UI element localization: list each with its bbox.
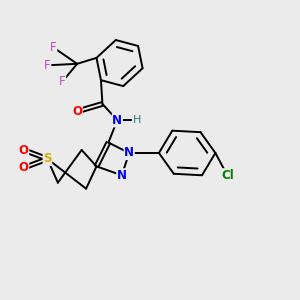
Text: F: F [50,41,57,54]
Text: N: N [112,114,122,127]
Text: F: F [44,59,51,72]
Text: O: O [19,143,29,157]
Text: H: H [132,115,141,125]
Text: O: O [72,105,82,118]
Text: N: N [117,169,127,182]
Text: O: O [19,161,29,174]
Text: S: S [43,152,52,165]
Text: N: N [124,146,134,160]
Text: Cl: Cl [221,169,234,182]
Text: F: F [59,75,66,88]
